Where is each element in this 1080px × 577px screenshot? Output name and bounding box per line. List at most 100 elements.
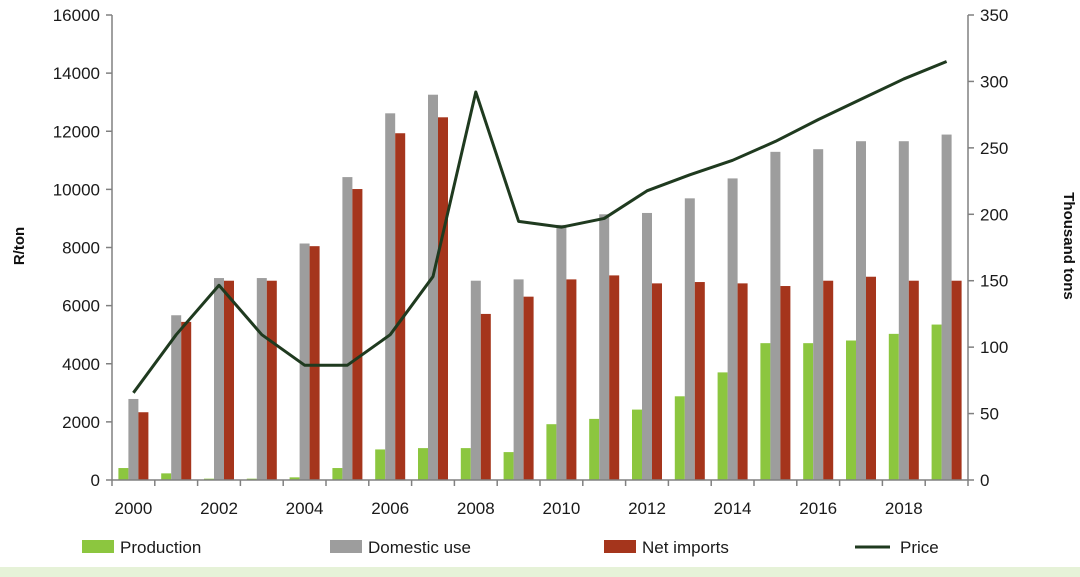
y-right-tick-label: 100 bbox=[980, 338, 1008, 357]
bar-domestic-use-2017 bbox=[856, 141, 866, 480]
bar-domestic-use-2016 bbox=[813, 149, 824, 480]
bar-net-imports-2001 bbox=[181, 321, 192, 480]
bar-net-imports-2009 bbox=[523, 296, 534, 480]
bar-production-2016 bbox=[803, 343, 814, 480]
x-tick-label: 2002 bbox=[200, 499, 238, 518]
bar-production-2018 bbox=[888, 333, 899, 480]
x-tick-label: 2016 bbox=[799, 499, 837, 518]
bar-domestic-use-2006 bbox=[385, 113, 396, 480]
y-left-tick-label: 2000 bbox=[62, 413, 100, 432]
y-right-tick-label: 0 bbox=[980, 471, 989, 490]
bar-net-imports-2000 bbox=[138, 412, 149, 480]
bar-production-2007 bbox=[418, 448, 428, 480]
bar-net-imports-2011 bbox=[609, 275, 620, 480]
x-tick-label: 2012 bbox=[628, 499, 666, 518]
x-tick-label: 2014 bbox=[714, 499, 752, 518]
bar-domestic-use-2005 bbox=[342, 177, 353, 480]
x-tick-label: 2018 bbox=[885, 499, 923, 518]
bar-net-imports-2013 bbox=[694, 282, 705, 480]
bar-production-2005 bbox=[332, 468, 343, 480]
legend-swatch-domestic-use bbox=[330, 540, 362, 553]
bar-production-2012 bbox=[632, 409, 642, 480]
bar-domestic-use-2001 bbox=[171, 315, 182, 480]
bar-domestic-use-2000 bbox=[128, 398, 139, 480]
y-left-tick-label: 6000 bbox=[62, 297, 100, 316]
bar-domestic-use-2007 bbox=[428, 94, 438, 481]
bar-net-imports-2004 bbox=[309, 246, 320, 480]
bar-domestic-use-2019 bbox=[941, 134, 952, 480]
y-right-tick-label: 250 bbox=[980, 139, 1008, 158]
bar-production-2004 bbox=[289, 477, 300, 480]
bar-production-2010 bbox=[546, 424, 557, 480]
bar-production-2013 bbox=[674, 396, 685, 480]
bar-domestic-use-2002 bbox=[214, 278, 224, 480]
price-line-layer bbox=[132, 60, 948, 394]
bar-domestic-use-2009 bbox=[513, 279, 524, 480]
bar-net-imports-2019 bbox=[951, 280, 962, 480]
bar-net-imports-2005 bbox=[352, 189, 363, 481]
legend-label-price: Price bbox=[900, 538, 939, 557]
price-line bbox=[132, 60, 948, 394]
y-left-tick-label: 4000 bbox=[62, 355, 100, 374]
bar-net-imports-2018 bbox=[908, 280, 919, 480]
y-right-tick-label: 150 bbox=[980, 272, 1008, 291]
legend-swatch-production bbox=[82, 540, 114, 553]
y-left-tick-label: 16000 bbox=[53, 6, 100, 25]
y-left-tick-label: 10000 bbox=[53, 180, 100, 199]
bar-net-imports-2010 bbox=[566, 279, 577, 480]
bar-net-imports-2017 bbox=[866, 276, 876, 480]
y-right-tick-label: 300 bbox=[980, 72, 1008, 91]
y-axis-right-title: Thousand tons bbox=[1060, 192, 1077, 300]
bar-net-imports-2003 bbox=[266, 280, 277, 480]
bar-net-imports-2008 bbox=[480, 313, 491, 480]
legend: Production Domestic use Net imports Pric… bbox=[82, 538, 939, 557]
bar-production-2008 bbox=[460, 448, 471, 480]
bar-production-2006 bbox=[375, 449, 386, 480]
x-tick-label: 2004 bbox=[286, 499, 324, 518]
x-tick-label: 2006 bbox=[371, 499, 409, 518]
bar-domestic-use-2010 bbox=[556, 224, 567, 480]
bar-production-2001 bbox=[161, 473, 172, 480]
bar-production-2019 bbox=[931, 324, 942, 480]
bar-net-imports-2012 bbox=[652, 283, 662, 480]
bar-domestic-use-2015 bbox=[770, 151, 781, 480]
y-axis-left-title: R/ton bbox=[11, 227, 28, 265]
y-right-tick-label: 50 bbox=[980, 405, 999, 424]
bottom-band bbox=[0, 567, 1080, 577]
y-right-tick-label: 350 bbox=[980, 6, 1008, 25]
bar-domestic-use-2003 bbox=[256, 278, 267, 480]
y-left-tick-label: 8000 bbox=[62, 239, 100, 258]
bar-production-2014 bbox=[717, 372, 728, 480]
bar-net-imports-2006 bbox=[395, 133, 406, 481]
x-tick-label: 2000 bbox=[114, 499, 152, 518]
legend-label-domestic-use: Domestic use bbox=[368, 538, 471, 557]
bar-net-imports-2015 bbox=[780, 286, 791, 480]
bar-net-imports-2016 bbox=[823, 280, 834, 480]
y-left-tick-label: 14000 bbox=[53, 64, 100, 83]
bar-production-2009 bbox=[503, 452, 514, 480]
axes-layer: 0 2000 4000 6000 8000 10000 12000 14000 16000 0 50… bbox=[53, 6, 1009, 518]
legend-swatch-net-imports bbox=[604, 540, 636, 553]
bar-production-2011 bbox=[589, 418, 600, 480]
bar-domestic-use-2012 bbox=[642, 212, 652, 480]
bar-domestic-use-2008 bbox=[470, 280, 481, 480]
bar-net-imports-2002 bbox=[224, 280, 234, 480]
legend-label-net-imports: Net imports bbox=[642, 538, 729, 557]
legend-label-production: Production bbox=[120, 538, 201, 557]
y-right-tick-label: 200 bbox=[980, 205, 1008, 224]
y-left-tick-label: 0 bbox=[91, 471, 100, 490]
y-left-tick-label: 12000 bbox=[53, 122, 100, 141]
bar-domestic-use-2018 bbox=[898, 141, 909, 480]
bars-layer bbox=[118, 94, 962, 481]
x-tick-label: 2010 bbox=[542, 499, 580, 518]
bar-domestic-use-2011 bbox=[599, 214, 610, 481]
bar-production-2000 bbox=[118, 468, 129, 480]
bar-net-imports-2007 bbox=[438, 117, 448, 481]
bar-production-2017 bbox=[846, 340, 856, 480]
bar-domestic-use-2013 bbox=[684, 198, 695, 480]
bar-production-2015 bbox=[760, 343, 771, 480]
bar-domestic-use-2004 bbox=[299, 243, 310, 480]
bar-domestic-use-2014 bbox=[727, 178, 738, 480]
x-tick-label: 2008 bbox=[457, 499, 495, 518]
